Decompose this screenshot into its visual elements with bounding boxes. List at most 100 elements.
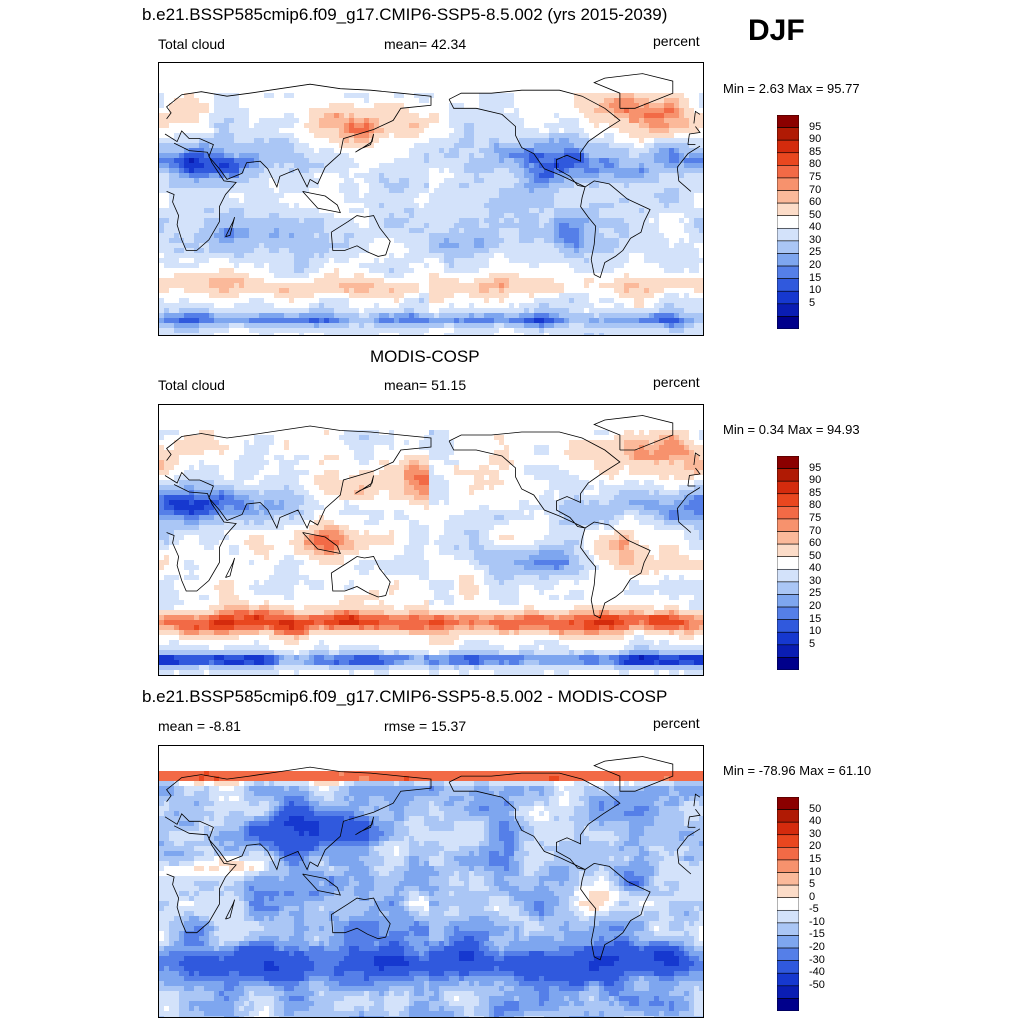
colorbar-swatch <box>776 316 800 330</box>
colorbar-tick-label: 50 <box>809 802 822 815</box>
colorbar-tick-label: 30 <box>809 827 822 840</box>
colorbar-swatch <box>776 227 800 242</box>
colorbar-tick-label: 50 <box>809 208 822 221</box>
colorbar-swatch <box>776 190 800 204</box>
field-layer <box>159 405 703 675</box>
coastline-layer <box>164 756 701 961</box>
panel-2-mean-label: mean= 51.15 <box>384 377 467 393</box>
colorbar-swatch <box>776 543 800 558</box>
field-layer <box>159 746 703 1017</box>
colorbar-tick-label: 95 <box>809 461 822 474</box>
colorbar-tick-label: 75 <box>809 170 822 183</box>
colorbar-tick-label: 10 <box>809 865 822 878</box>
colorbar-swatch <box>776 796 800 810</box>
colorbar-swatch <box>776 240 800 254</box>
colorbar-tick-label: -5 <box>809 903 819 916</box>
colorbar-swatch <box>776 114 800 128</box>
colorbar-swatch <box>776 278 800 292</box>
colorbar-swatch <box>776 897 800 911</box>
colorbar-tick-label: 95 <box>809 120 822 133</box>
colorbar-swatch <box>776 998 800 1012</box>
colorbar-tick-label: -30 <box>809 953 825 966</box>
colorbar-swatch <box>776 531 800 545</box>
colorbar-swatch <box>776 518 800 532</box>
colorbar-swatch <box>776 809 800 823</box>
panel-2-colorbar: 95 90 85 80 75 70 60 50 40 30 25 20 15 10 5 <box>776 455 821 671</box>
colorbar-tick-label: 70 <box>809 524 822 537</box>
colorbar-tick-label: 30 <box>809 574 822 587</box>
panel-3-rmse-label: rmse = 15.37 <box>384 718 467 734</box>
colorbar-swatch <box>776 834 800 848</box>
colorbar-tick-label: 20 <box>809 259 822 272</box>
field-layer <box>159 63 703 335</box>
colorbar-swatch <box>776 202 800 217</box>
colorbar-swatch <box>776 455 800 469</box>
panel-2-title: MODIS-COSP <box>370 347 480 366</box>
colorbar-tick-label: 90 <box>809 133 822 146</box>
panel-3-units-label: percent <box>653 715 700 731</box>
colorbar-swatch <box>776 972 800 987</box>
colorbar-swatch <box>776 821 800 836</box>
colorbar-tick-label: 40 <box>809 221 822 234</box>
colorbar-tick-label: 40 <box>809 562 822 575</box>
colorbar-tick-label: -15 <box>809 928 825 941</box>
colorbar-tick-label: 50 <box>809 549 822 562</box>
colorbar-swatch <box>776 922 800 936</box>
colorbar-tick-label: 90 <box>809 474 822 487</box>
colorbar-tick-label: 15 <box>809 612 822 625</box>
colorbar-swatch <box>776 556 800 570</box>
panel-3-minmax: Min = -78.96 Max = 61.10 <box>723 763 872 778</box>
colorbar-swatch <box>776 127 800 141</box>
colorbar-tick-label: 60 <box>809 537 822 550</box>
panel-2-map <box>158 404 704 676</box>
colorbar-swatch <box>776 619 800 633</box>
panel-3-mean-label: mean = -8.81 <box>158 718 241 734</box>
colorbar-swatch <box>776 152 800 166</box>
colorbar-tick-label: 5 <box>809 878 816 891</box>
panel-1-mean-label: mean= 42.34 <box>384 36 467 52</box>
colorbar-tick-label: 30 <box>809 233 822 246</box>
colorbar-swatch <box>776 935 800 949</box>
colorbar-tick-label: 10 <box>809 284 822 297</box>
colorbar-tick-label: -20 <box>809 941 825 954</box>
colorbar-tick-label: 25 <box>809 246 822 259</box>
coastline-layer <box>164 73 701 279</box>
colorbar-tick-label: -10 <box>809 915 825 928</box>
colorbar-swatch <box>776 468 800 482</box>
panel-2-left-label: Total cloud <box>158 377 225 393</box>
colorbar-tick-label: -40 <box>809 966 825 979</box>
colorbar-swatch <box>776 303 800 317</box>
colorbar-swatch <box>776 568 800 583</box>
colorbar-tick-label: 25 <box>809 587 822 600</box>
colorbar-tick-label: 80 <box>809 499 822 512</box>
colorbar-swatch <box>776 884 800 899</box>
colorbar-swatch <box>776 985 800 999</box>
colorbar-swatch <box>776 581 800 595</box>
colorbar-swatch <box>776 594 800 608</box>
colorbar-swatch <box>776 947 800 961</box>
panel-1-map <box>158 62 704 336</box>
colorbar-tick-label: -50 <box>809 978 825 991</box>
colorbar-tick-label: 20 <box>809 600 822 613</box>
colorbar-swatch <box>776 960 800 974</box>
colorbar-swatch <box>776 215 800 229</box>
colorbar-swatch <box>776 265 800 279</box>
colorbar-swatch <box>776 480 800 495</box>
colorbar-tick-label: 80 <box>809 158 822 171</box>
colorbar-tick-label: 60 <box>809 196 822 209</box>
colorbar-tick-label: 75 <box>809 511 822 524</box>
colorbar-tick-label: 15 <box>809 271 822 284</box>
panel-3-map <box>158 745 704 1018</box>
colorbar-swatch <box>776 290 800 305</box>
panel-1-minmax: Min = 2.63 Max = 95.77 <box>723 81 860 96</box>
colorbar-swatch <box>776 165 800 179</box>
colorbar-swatch <box>776 909 800 924</box>
colorbar-swatch <box>776 139 800 154</box>
panel-2-minmax: Min = 0.34 Max = 94.93 <box>723 422 860 437</box>
panel-2-units-label: percent <box>653 374 700 390</box>
colorbar-tick-label: 15 <box>809 852 822 865</box>
colorbar-tick-label: 5 <box>809 637 816 650</box>
season-label: DJF <box>748 14 805 47</box>
colorbar-tick-label: 85 <box>809 145 822 158</box>
colorbar-tick-label: 10 <box>809 625 822 638</box>
